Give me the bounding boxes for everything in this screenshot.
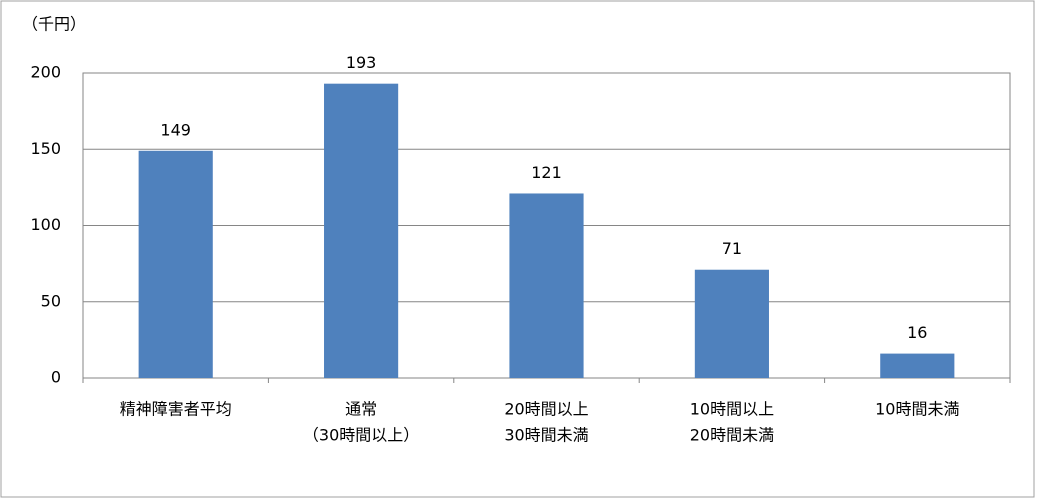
y-tick-label: 150 <box>30 139 61 158</box>
y-tick-label: 100 <box>30 215 61 234</box>
x-tick-label: 20時間以上 <box>504 400 588 419</box>
bar <box>509 193 584 378</box>
bar <box>880 353 955 378</box>
bar <box>138 150 213 378</box>
value-label: 193 <box>346 53 377 72</box>
bar <box>694 269 769 378</box>
value-label: 71 <box>722 239 742 258</box>
y-tick-label: 50 <box>41 291 61 310</box>
bar <box>324 83 399 379</box>
x-tick-label: 精神障害者平均 <box>120 400 232 419</box>
y-tick-label: 200 <box>30 63 61 82</box>
x-tick-label: 通常 <box>345 400 377 419</box>
value-label: 16 <box>907 323 927 342</box>
y-unit-label: （千円） <box>22 15 86 34</box>
x-tick-label: 30時間未満 <box>504 426 588 445</box>
x-tick-label: 10時間未満 <box>875 400 959 419</box>
value-label: 121 <box>531 163 562 182</box>
y-tick-label: 0 <box>51 368 61 387</box>
value-label: 149 <box>160 120 191 139</box>
x-tick-label: 10時間以上 <box>690 400 774 419</box>
x-tick-label: （30時間以上） <box>303 426 419 445</box>
x-tick-label: 20時間未満 <box>690 426 774 445</box>
